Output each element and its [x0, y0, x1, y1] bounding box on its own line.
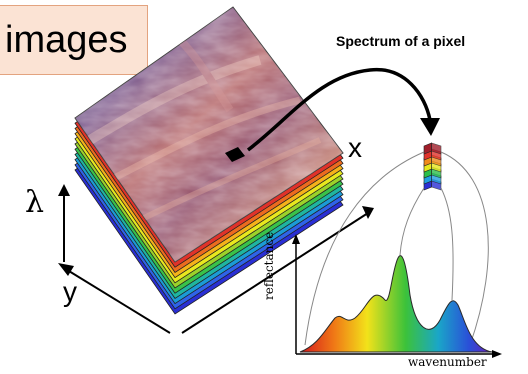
title-text: images [5, 18, 128, 61]
pixel-band-face [431, 142, 442, 155]
projection-line-mid-left [399, 187, 425, 256]
reflectance-curve [299, 255, 493, 353]
pixel-arrowhead [420, 118, 440, 136]
spectrum-of-pixel-label: Spectrum of a pixel [336, 33, 466, 49]
x-axis-label: x [348, 132, 362, 163]
projection-line-right [440, 151, 489, 346]
plot-y-arrowhead [292, 234, 300, 244]
plot-ylabel: reflectance [262, 231, 276, 300]
pixel-arrow [246, 68, 432, 152]
x-axis-arrowhead [362, 206, 374, 219]
projection-line-left [304, 151, 425, 346]
lambda-axis-label: λ [25, 185, 45, 220]
projection-line-mid-right [440, 187, 454, 301]
x-axis-line [181, 212, 369, 334]
pixel-spectrum-stack [423, 142, 442, 191]
y-axis-line [63, 267, 171, 334]
top-image-layer [74, 6, 344, 263]
selected-pixel [225, 147, 245, 162]
plot-xlabel: wavenumber [408, 355, 487, 369]
title-box: images [0, 5, 148, 75]
lambda-axis-arrowhead [58, 184, 70, 196]
reflectance-plot [292, 234, 502, 358]
y-axis-label: y [63, 276, 77, 307]
plot-x-arrowhead [492, 350, 502, 358]
y-axis-arrowhead [58, 263, 74, 276]
